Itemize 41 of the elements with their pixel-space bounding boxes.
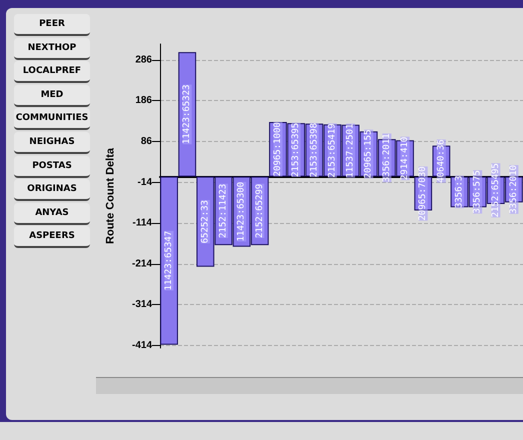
- x-tick-label: 2152:11423: [218, 184, 229, 238]
- x-tick-label: 11423:65347: [164, 230, 174, 290]
- text: ASPEERS: [14, 226, 90, 248]
- text: NEXTHOP: [14, 38, 90, 60]
- x-tick-label: 2152:65495: [490, 163, 501, 218]
- bar: [160, 176, 178, 345]
- x-tick-label: 2153:65419: [327, 123, 338, 178]
- y-axis-title: Route Count Delta: [104, 147, 116, 244]
- x-tick-label: 2152:65299: [254, 184, 265, 238]
- x-tick-label: 3356:2011: [382, 133, 392, 182]
- x-tick-label: 3356:575: [472, 170, 483, 214]
- text: LOCALPREF: [14, 61, 90, 84]
- y-tick-label: -114: [132, 218, 152, 229]
- text: ORIGINAS: [14, 179, 90, 202]
- x-tick-label: 20965:155: [364, 130, 374, 178]
- x-tick-label: 2914:410: [400, 136, 410, 180]
- x-tick-label: 20965:1000: [272, 122, 283, 176]
- x-tick-label: 3356:2010: [508, 165, 519, 214]
- text: MED: [14, 84, 90, 107]
- text: PEER: [14, 14, 90, 36]
- x-tick-label: 20965:7030: [418, 166, 428, 221]
- x-tick-label: 11423:65300: [236, 182, 247, 242]
- text: NEIGHAS: [14, 132, 90, 154]
- y-tick-label: 286: [135, 54, 152, 66]
- text: COMMUNITIES: [14, 108, 90, 130]
- y-tick-label: -314: [132, 299, 152, 310]
- text: POSTAS: [14, 156, 90, 178]
- x-tick-label: 2153:65398: [309, 123, 320, 178]
- bar: [178, 52, 196, 177]
- y-tick-label: -214: [132, 258, 152, 270]
- x-tick-label: 40640:36: [436, 139, 446, 183]
- y-tick-label: 86: [140, 136, 152, 148]
- x-tick-label: 3356:3: [454, 176, 464, 208]
- y-tick-label: 186: [135, 95, 152, 106]
- y-tick-label: -414: [132, 340, 152, 352]
- x-tick-label: 65252:33: [200, 200, 210, 244]
- y-tick-label: -14: [138, 176, 152, 188]
- x-tick-label: 2153:65395: [291, 122, 302, 177]
- x-tick-label: 11423:65323: [182, 84, 192, 144]
- text: ANYAS: [14, 202, 90, 225]
- x-tick-label: 11537:2501: [346, 124, 356, 178]
